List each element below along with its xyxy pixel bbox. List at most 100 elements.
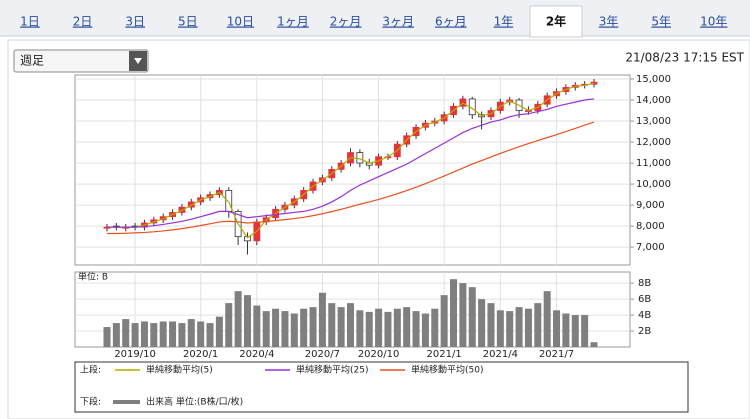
volume-bar [234, 291, 242, 347]
volume-bar [159, 321, 167, 347]
volume-bar [440, 295, 448, 347]
dropdown-value[interactable]: 週足 [20, 54, 44, 68]
volume-bar [103, 327, 111, 347]
tab-selected-bg [529, 5, 583, 38]
volume-bar [300, 308, 308, 347]
tab-bar [0, 0, 750, 36]
y-tick-label: 6B [638, 294, 651, 305]
volume-bar [590, 342, 598, 347]
volume-bar [206, 323, 214, 347]
tab[interactable]: 2日 [73, 15, 93, 29]
volume-bar [412, 311, 420, 347]
volume-bar [215, 316, 223, 347]
tab[interactable]: 3日 [125, 15, 145, 29]
y-tick-label: 9,000 [636, 200, 665, 211]
volume-bar [553, 310, 561, 347]
y-tick-label: 8B [638, 278, 651, 289]
y-tick-label: 7,000 [636, 242, 665, 253]
moving-average-line [107, 98, 595, 228]
y-tick-label: 15,000 [636, 74, 671, 85]
dropdown-box[interactable] [13, 49, 149, 73]
volume-bar [243, 295, 251, 347]
tab[interactable]: 6ヶ月 [435, 15, 467, 29]
volume-bar [421, 313, 429, 347]
volume-bar [581, 315, 589, 347]
period-dropdown[interactable]: 週足 [13, 49, 149, 73]
volume-unit-label: 単位: B [78, 271, 108, 283]
volume-bar [571, 315, 579, 347]
volume-bar [318, 292, 326, 347]
volume-bar [178, 323, 186, 347]
legend-label: 単純移動平均(25) [296, 364, 368, 376]
tab[interactable]: 3ヶ月 [382, 15, 414, 29]
y-tick-label: 4B [638, 310, 651, 321]
volume-bar [562, 313, 570, 347]
volume-bar [150, 323, 158, 347]
x-tick-label: 2020/10 [358, 349, 400, 360]
y-tick-label: 10,000 [636, 179, 671, 190]
volume-bar [431, 308, 439, 347]
volume-bar [384, 311, 392, 347]
volume-bar [496, 310, 504, 347]
volume-bar [281, 311, 289, 347]
dropdown-arrow [134, 58, 142, 64]
legend-lower-label: 下段: [80, 396, 101, 408]
volume-bar [468, 287, 476, 347]
volume-bar [347, 303, 354, 347]
volume-bar [140, 321, 148, 347]
y-tick-label: 11,000 [636, 158, 671, 169]
volume-bar [225, 303, 233, 347]
x-tick-label: 2020/7 [305, 349, 340, 360]
x-tick-label: 2021/1 [427, 349, 462, 360]
volume-bar [131, 323, 139, 347]
volume-bar [506, 311, 514, 347]
y-tick-label: 14,000 [636, 95, 671, 106]
y-tick-label: 13,000 [636, 116, 671, 127]
volume-bar [375, 308, 383, 347]
volume-bar [309, 307, 317, 347]
x-tick-label: 2021/7 [539, 349, 574, 360]
volume-bar [459, 283, 467, 347]
legend-label: 単純移動平均(5) [146, 364, 213, 376]
volume-bar [262, 311, 270, 347]
tab[interactable]: 2年 [546, 14, 566, 29]
y-tick-label: 2B [638, 326, 651, 337]
tab[interactable]: 2ヶ月 [330, 15, 362, 29]
tab[interactable]: 10日 [227, 15, 254, 29]
legend-label: 出来高 単位:(B株/口/枚) [146, 396, 243, 408]
volume-bar [337, 307, 345, 347]
y-tick-label: 8,000 [636, 221, 665, 232]
tab[interactable]: 3年 [599, 15, 619, 29]
volume-bar [487, 303, 495, 347]
volume-bar [290, 313, 298, 347]
volume-bar [356, 310, 364, 347]
moving-average-line [107, 121, 595, 235]
volume-bar [197, 321, 205, 347]
moving-average-line [107, 82, 595, 239]
volume-bar [450, 279, 458, 347]
candle-body [356, 152, 364, 164]
volume-bar [122, 319, 130, 347]
x-tick-label: 2020/1 [183, 349, 218, 360]
legend-upper-label: 上段: [80, 364, 101, 376]
x-tick-label: 2021/4 [483, 349, 518, 360]
tab[interactable]: 5日 [178, 15, 198, 29]
timestamp: 21/08/23 17:15 EST [625, 51, 744, 65]
volume-bar [515, 307, 523, 347]
volume-bar [187, 319, 195, 347]
volume-bar [112, 323, 120, 347]
tab[interactable]: 1ヶ月 [277, 15, 309, 29]
volume-bar [403, 307, 411, 347]
x-tick-label: 2019/10 [114, 349, 156, 360]
volume-bar [543, 291, 551, 347]
tab[interactable]: 10年 [700, 15, 727, 29]
volume-bar [365, 311, 373, 347]
y-tick-label: 12,000 [636, 137, 671, 148]
volume-bar [272, 308, 280, 347]
legend-label: 単純移動平均(50) [411, 364, 483, 376]
tab[interactable]: 1年 [494, 15, 514, 29]
x-tick-label: 2020/4 [239, 349, 274, 360]
tab[interactable]: 1日 [20, 15, 40, 29]
tab[interactable]: 5年 [651, 15, 671, 29]
